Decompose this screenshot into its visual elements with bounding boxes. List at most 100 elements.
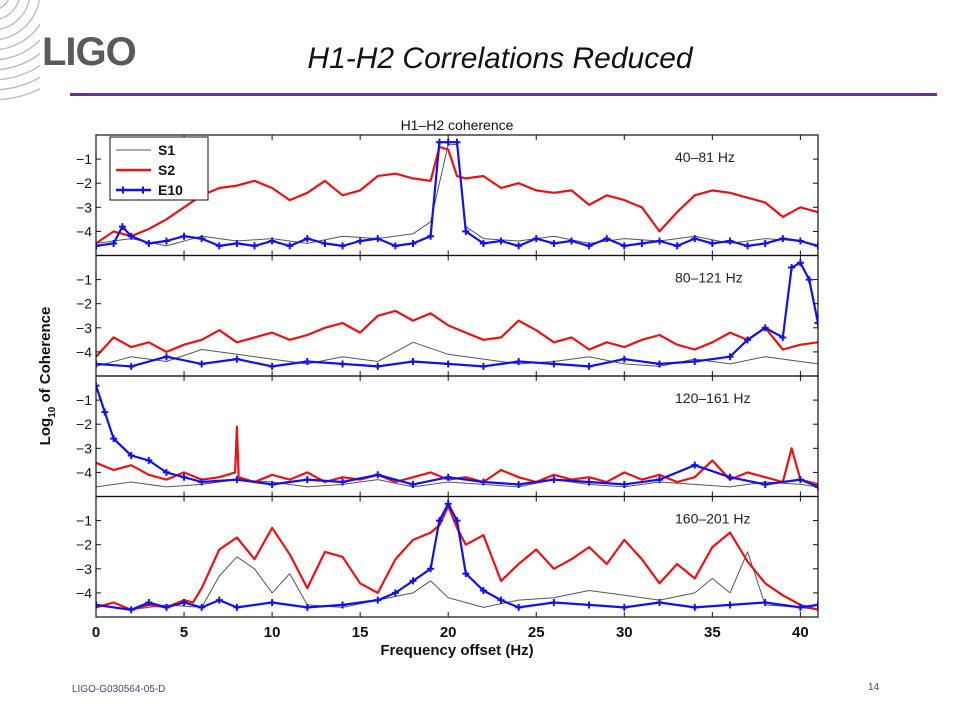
series-marker-e10 <box>374 596 382 604</box>
series-marker-e10 <box>620 603 628 611</box>
y-tick-label: −4 <box>76 585 92 601</box>
series-marker-e10 <box>620 355 628 363</box>
series-marker-e10 <box>162 603 170 611</box>
series-marker-e10 <box>796 237 804 245</box>
legend-marker <box>119 186 127 194</box>
panel-frame <box>95 495 819 618</box>
series-marker-e10 <box>620 242 628 250</box>
series-marker-e10 <box>145 456 153 464</box>
series-marker-e10 <box>409 480 417 488</box>
series-marker-e10 <box>585 362 593 370</box>
series-marker-e10 <box>515 480 523 488</box>
series-marker-e10 <box>215 596 223 604</box>
panel-plot-area <box>96 259 818 370</box>
series-marker-e10 <box>374 362 382 370</box>
series-marker-e10 <box>409 358 417 366</box>
series-line-s2 <box>96 145 818 245</box>
x-tick-label: 5 <box>180 624 188 641</box>
series-marker-e10 <box>286 242 294 250</box>
series-marker-e10 <box>726 601 734 609</box>
ligo-logo: LIGO <box>42 30 137 74</box>
y-tick-label: −1 <box>76 272 92 288</box>
series-marker-e10 <box>497 237 505 245</box>
series-marker-e10 <box>96 242 100 250</box>
x-tick-label: 30 <box>616 624 633 641</box>
series-line-s1 <box>96 341 818 367</box>
y-axis-label-subscript: 10 <box>47 406 58 418</box>
series-marker-e10 <box>515 358 523 366</box>
x-tick-label: 40 <box>792 624 809 641</box>
series-marker-e10 <box>233 239 241 247</box>
y-tick-label: −1 <box>76 151 92 167</box>
title-divider <box>70 93 937 96</box>
y-tick-label: −3 <box>76 440 92 456</box>
legend-marker <box>139 186 147 194</box>
series-marker-e10 <box>761 599 769 607</box>
series-marker-e10 <box>656 599 664 607</box>
x-tick-label: 10 <box>264 624 281 641</box>
y-tick-label: −2 <box>76 296 92 312</box>
series-marker-e10 <box>656 360 664 368</box>
series-marker-e10 <box>96 382 100 390</box>
series-marker-e10 <box>726 237 734 245</box>
series-marker-e10 <box>691 603 699 611</box>
panel-plot-area <box>96 500 818 614</box>
series-marker-e10 <box>479 586 487 594</box>
series-marker-e10 <box>303 476 311 484</box>
series-marker-e10 <box>744 336 752 344</box>
series-marker-e10 <box>726 473 734 481</box>
series-marker-e10 <box>585 478 593 486</box>
series-marker-e10 <box>435 138 443 146</box>
panel-2: −1 −2 −3 −4 80–121 Hz <box>76 254 819 377</box>
series-marker-e10 <box>145 239 153 247</box>
coherence-chart: H1–H2 coherence −1 −2 −3 −4 40–81 Hz −1 −2 −3 −4 8… <box>37 117 819 659</box>
series-marker-e10 <box>435 517 443 525</box>
panel-1: −1 −2 −3 −4 40–81 Hz <box>76 134 819 257</box>
series-marker-e10 <box>303 603 311 611</box>
series-marker-e10 <box>180 473 188 481</box>
y-tick-label: −4 <box>76 464 92 480</box>
x-tick-label: 15 <box>352 624 369 641</box>
series-marker-e10 <box>744 242 752 250</box>
y-tick-label: −2 <box>76 416 92 432</box>
series-marker-e10 <box>453 517 461 525</box>
series-marker-e10 <box>180 599 188 607</box>
series-marker-e10 <box>374 471 382 479</box>
series-marker-e10 <box>779 333 787 341</box>
series-marker-e10 <box>550 239 558 247</box>
series-marker-e10 <box>198 478 206 486</box>
series-marker-e10 <box>427 565 435 573</box>
series-marker-e10 <box>788 264 796 272</box>
series-marker-e10 <box>303 235 311 243</box>
panel-4: −1 −2 −3 −4 160–201 Hz <box>76 495 819 618</box>
series-marker-e10 <box>779 235 787 243</box>
panel-frequency-label: 160–201 Hz <box>675 511 751 527</box>
y-tick-label: −3 <box>76 199 92 215</box>
series-marker-e10 <box>110 239 118 247</box>
y-tick-label: −4 <box>76 344 92 360</box>
document-id: LIGO-G030564-05-D <box>72 684 166 695</box>
series-marker-e10 <box>691 235 699 243</box>
series-marker-e10 <box>268 362 276 370</box>
y-axis-label-rest: of Coherence <box>37 307 54 407</box>
series-marker-e10 <box>814 242 818 250</box>
series-marker-e10 <box>339 360 347 368</box>
y-tick-label: −2 <box>76 175 92 191</box>
series-marker-e10 <box>145 599 153 607</box>
y-tick-label: −3 <box>76 320 92 336</box>
series-marker-e10 <box>567 237 575 245</box>
series-marker-e10 <box>453 138 461 146</box>
series-marker-e10 <box>620 480 628 488</box>
series-marker-e10 <box>761 480 769 488</box>
panel-frequency-label: 80–121 Hz <box>675 270 743 286</box>
series-marker-e10 <box>761 239 769 247</box>
series-marker-e10 <box>180 232 188 240</box>
series-marker-e10 <box>198 360 206 368</box>
series-marker-e10 <box>656 237 664 245</box>
series-marker-e10 <box>479 239 487 247</box>
series-marker-e10 <box>515 242 523 250</box>
series-marker-e10 <box>356 237 364 245</box>
series-marker-e10 <box>585 601 593 609</box>
series-marker-e10 <box>638 239 646 247</box>
series-marker-e10 <box>391 242 399 250</box>
